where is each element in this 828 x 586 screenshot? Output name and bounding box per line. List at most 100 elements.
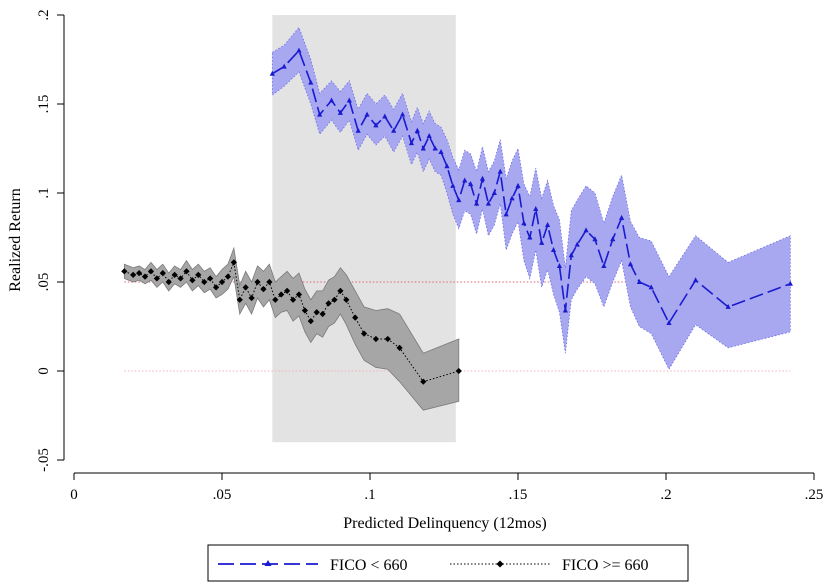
point-fico-below-660-54 xyxy=(787,280,793,286)
point-fico-660-plus-44 xyxy=(455,367,462,375)
point-fico-below-660-46 xyxy=(610,236,616,242)
point-fico-below-660-24 xyxy=(468,181,474,187)
point-fico-660-plus-33 xyxy=(319,310,326,318)
point-fico-below-660-12 xyxy=(391,127,397,133)
point-fico-660-plus-40 xyxy=(372,335,380,343)
point-fico-660-plus-28 xyxy=(289,296,297,303)
y-tick-label-1: 0 xyxy=(36,367,52,375)
point-fico-below-660-26 xyxy=(479,175,486,181)
point-fico-660-plus-22 xyxy=(254,278,261,286)
legend-marker-fico-660-plus xyxy=(496,560,504,568)
point-fico-below-660-53 xyxy=(725,303,731,309)
point-fico-660-plus-42 xyxy=(396,344,403,351)
y-tick-label-4: .15 xyxy=(36,95,52,114)
point-fico-below-660-18 xyxy=(432,145,438,151)
point-fico-660-plus-31 xyxy=(307,318,314,325)
point-fico-below-660-33 xyxy=(521,220,527,226)
x-axis-title: Predicted Delinquency (12mos) xyxy=(343,515,547,532)
y-axis: -.05 0 .05 .1 .15 .2 xyxy=(36,9,65,472)
x-tick-label-0: 0 xyxy=(70,487,78,503)
point-fico-below-660-22 xyxy=(456,197,462,203)
x-axis: 0 .05 .1 .15 .2 .25 xyxy=(70,472,824,503)
point-fico-660-plus-32 xyxy=(313,309,320,316)
point-fico-660-plus-30 xyxy=(301,307,308,314)
point-fico-below-660-5 xyxy=(328,97,335,103)
point-fico-below-660-39 xyxy=(556,262,563,268)
point-fico-below-660-14 xyxy=(408,140,415,146)
point-fico-below-660-11 xyxy=(382,113,388,119)
point-fico-660-plus-39 xyxy=(360,330,368,337)
y-tick-label-3: .1 xyxy=(36,187,52,198)
point-fico-660-plus-38 xyxy=(352,314,359,321)
point-fico-below-660-51 xyxy=(666,319,672,325)
point-fico-660-plus-27 xyxy=(284,287,291,295)
point-fico-below-660-38 xyxy=(550,246,557,252)
legend-item-fico-below-660: FICO < 660 xyxy=(218,557,407,574)
point-fico-below-660-8 xyxy=(355,127,361,133)
point-fico-below-660-45 xyxy=(601,262,607,268)
point-fico-660-plus-23 xyxy=(260,286,267,293)
point-fico-below-660-15 xyxy=(414,127,420,133)
point-fico-660-plus-29 xyxy=(295,291,303,298)
x-tick-label-4: .2 xyxy=(660,487,671,503)
point-fico-below-660-9 xyxy=(364,111,370,117)
point-fico-below-660-47 xyxy=(619,214,625,220)
point-fico-below-660-29 xyxy=(497,168,503,174)
legend-item-fico-660-plus: FICO >= 660 xyxy=(450,557,649,574)
point-fico-below-660-35 xyxy=(533,206,539,212)
point-fico-below-660-20 xyxy=(444,163,450,169)
legend-box xyxy=(207,544,689,582)
point-fico-below-660-49 xyxy=(636,279,642,284)
confidence-bands-layer xyxy=(123,26,791,411)
legend-marker-fico-below-660 xyxy=(264,560,272,566)
point-fico-below-660-7 xyxy=(346,97,352,103)
point-fico-660-plus-4 xyxy=(147,268,155,275)
point-fico-below-660-42 xyxy=(574,241,580,247)
confidence-band-fico-660-plus xyxy=(123,246,460,411)
point-fico-below-660-40 xyxy=(562,307,568,313)
x-tick-label-5: .25 xyxy=(805,487,824,503)
point-fico-below-660-17 xyxy=(426,133,432,139)
y-tick-label-0: -.05 xyxy=(36,448,52,472)
point-fico-below-660-6 xyxy=(337,109,343,115)
point-fico-660-plus-25 xyxy=(272,296,279,303)
point-fico-660-plus-12 xyxy=(195,271,202,278)
point-fico-below-660-32 xyxy=(515,182,521,188)
confidence-band-fico-below-660 xyxy=(271,26,791,371)
x-tick-label-3: .15 xyxy=(509,487,528,503)
point-fico-660-plus-41 xyxy=(384,335,391,343)
point-fico-660-plus-36 xyxy=(337,287,344,295)
point-fico-660-plus-37 xyxy=(343,296,350,303)
markers-layer xyxy=(121,47,793,385)
x-tick-label-1: .05 xyxy=(213,487,232,503)
point-fico-below-660-23 xyxy=(462,177,468,183)
legend: FICO < 660 FICO >= 660 xyxy=(207,544,689,582)
point-fico-below-660-37 xyxy=(545,222,551,228)
legend-label-fico-660-plus: FICO >= 660 xyxy=(562,557,649,574)
point-fico-below-660-43 xyxy=(583,227,589,233)
y-tick-label-2: .05 xyxy=(36,273,52,292)
point-fico-660-plus-24 xyxy=(266,278,273,286)
point-fico-below-660-0 xyxy=(269,70,275,76)
point-fico-below-660-44 xyxy=(592,236,598,242)
point-fico-below-660-30 xyxy=(503,211,509,217)
point-fico-below-660-3 xyxy=(308,79,314,85)
point-fico-below-660-52 xyxy=(693,277,699,283)
point-fico-below-660-2 xyxy=(296,47,302,53)
point-fico-below-660-13 xyxy=(399,111,406,117)
point-fico-below-660-28 xyxy=(491,190,497,195)
point-fico-below-660-21 xyxy=(450,182,456,188)
point-fico-below-660-1 xyxy=(281,63,287,69)
point-fico-below-660-48 xyxy=(627,261,634,267)
point-fico-below-660-36 xyxy=(539,239,545,245)
point-fico-660-plus-34 xyxy=(325,300,332,307)
point-fico-below-660-19 xyxy=(438,149,444,155)
y-tick-label-5: .2 xyxy=(36,9,52,20)
point-fico-660-plus-43 xyxy=(420,378,427,385)
point-fico-below-660-31 xyxy=(509,195,515,201)
x-tick-label-2: .1 xyxy=(364,487,375,503)
point-fico-660-plus-35 xyxy=(331,296,338,303)
point-fico-below-660-25 xyxy=(473,200,480,206)
point-fico-below-660-34 xyxy=(527,234,533,240)
